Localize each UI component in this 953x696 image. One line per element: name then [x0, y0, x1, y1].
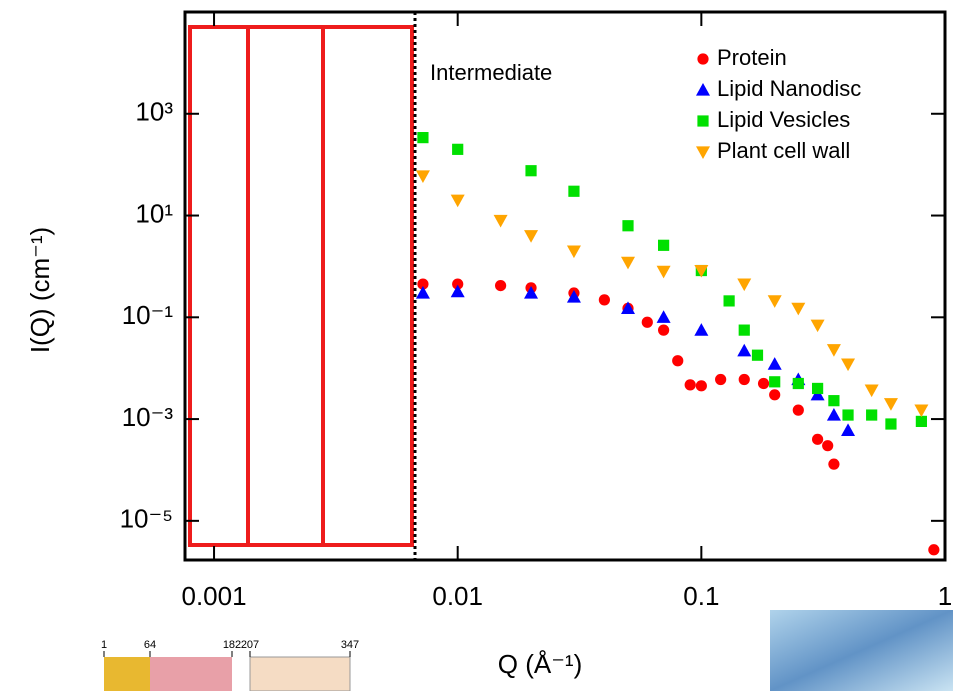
data-point: [757, 377, 770, 390]
data-point: [415, 286, 430, 299]
data-point: [826, 344, 841, 357]
legend-label: Plant cell wall: [717, 138, 850, 163]
data-point: [598, 294, 610, 306]
fragment-label: 207: [241, 639, 259, 651]
data-point: [450, 194, 465, 208]
data-point: [769, 389, 781, 401]
y-axis-label: I(Q) (cm⁻¹): [25, 227, 55, 353]
data-point: [792, 377, 804, 390]
data-point: [810, 319, 825, 333]
x-tick-label: 0.1: [683, 581, 719, 611]
legend-marker: [696, 146, 710, 159]
data-point: [769, 376, 781, 388]
legend-label: Lipid Vesicles: [717, 107, 850, 132]
data-point: [525, 165, 537, 177]
data-point: [738, 373, 750, 386]
data-point: [928, 544, 940, 556]
data-point: [656, 265, 671, 279]
data-point: [767, 295, 782, 308]
data-point: [566, 245, 581, 259]
data-point: [452, 278, 464, 290]
data-point: [842, 409, 854, 421]
data-point: [864, 384, 879, 398]
data-point: [822, 440, 834, 452]
data-point: [828, 458, 840, 470]
data-point: [568, 185, 580, 197]
legend-marker: [697, 115, 709, 127]
data-point: [767, 357, 782, 370]
data-point: [737, 343, 752, 357]
y-tick-label: 10¹: [135, 198, 173, 228]
region-box: [188, 25, 414, 547]
data-point: [494, 279, 507, 292]
data-point: [658, 324, 670, 336]
data-point: [524, 230, 539, 243]
data-point: [828, 395, 840, 407]
data-point: [684, 379, 696, 391]
y-tick-label: 10⁻¹: [122, 300, 174, 330]
legend-marker: [696, 83, 710, 96]
data-point: [915, 415, 927, 428]
fragment-label: 1: [101, 639, 107, 651]
data-point: [493, 214, 508, 228]
data-point: [620, 256, 635, 270]
data-point: [883, 398, 898, 411]
x-tick-label: 0.01: [432, 581, 483, 611]
data-point: [841, 423, 856, 436]
data-point: [415, 170, 430, 183]
data-point: [811, 382, 824, 395]
data-point: [656, 310, 671, 323]
fragment-bar: [249, 656, 351, 692]
fragment-label: 182: [223, 639, 241, 651]
data-point: [450, 284, 465, 298]
legend-label: Protein: [717, 45, 787, 70]
data-point: [622, 220, 634, 232]
data-point: [694, 323, 709, 336]
data-point: [566, 290, 581, 303]
data-point: [417, 132, 429, 144]
plot-frame: [183, 10, 947, 562]
data-point: [672, 355, 684, 367]
data-point: [841, 358, 856, 372]
data-point: [695, 380, 707, 392]
data-point: [417, 278, 429, 290]
data-point: [751, 349, 764, 361]
data-point: [737, 278, 752, 292]
annotation: Intermediate: [430, 60, 552, 85]
data-point: [641, 316, 653, 328]
data-point: [826, 408, 841, 421]
data-point: [738, 324, 750, 336]
x-tick-label: 0.001: [182, 581, 247, 611]
data-point: [620, 301, 635, 314]
data-point: [694, 264, 709, 278]
x-axis-label: Q (Å⁻¹): [498, 649, 583, 679]
fragment-bar: [104, 657, 150, 691]
data-point: [791, 302, 806, 316]
data-point: [452, 143, 464, 155]
data-point: [885, 418, 897, 430]
data-point: [810, 387, 825, 401]
x-tick-label: 1: [938, 581, 952, 611]
y-tick-label: 10⁻³: [122, 402, 174, 432]
data-point: [723, 295, 735, 307]
data-point: [792, 404, 804, 416]
legend-label: Lipid Nanodisc: [717, 76, 861, 101]
data-point: [914, 404, 929, 418]
fragment-image: [770, 610, 953, 691]
data-point: [811, 433, 824, 445]
legend-marker: [697, 53, 709, 65]
fragment-label: 64: [144, 639, 156, 651]
fragment-label: 347: [341, 639, 359, 651]
data-point: [524, 286, 539, 299]
data-point: [658, 239, 670, 251]
fragment-bar: [150, 657, 232, 691]
data-point: [715, 373, 727, 386]
data-point: [866, 409, 878, 421]
y-tick-label: 10⁻⁵: [120, 504, 173, 534]
y-tick-label: 10³: [135, 97, 173, 127]
